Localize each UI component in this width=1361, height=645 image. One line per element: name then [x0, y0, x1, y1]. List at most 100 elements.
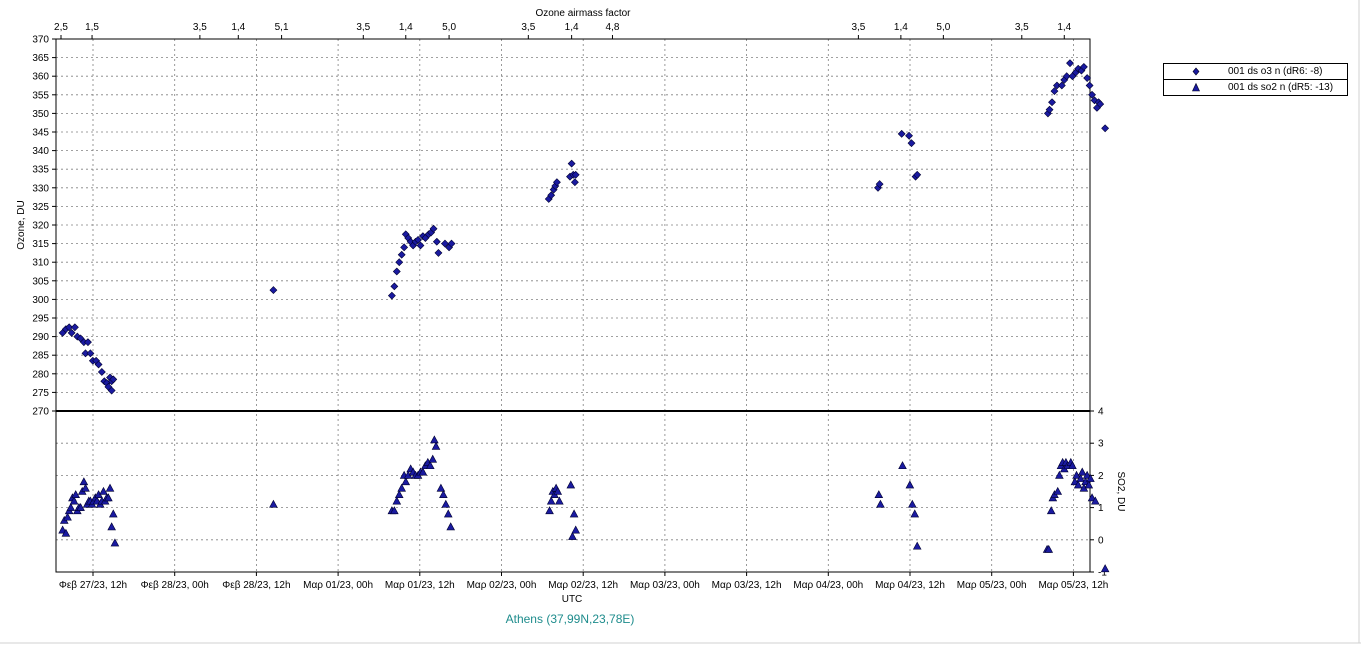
so2-data-point [1053, 486, 1063, 495]
so2-data-point [546, 496, 556, 505]
ozone-data-point [387, 291, 396, 300]
x-tick-label: Μαρ 03/23, 00h [630, 580, 700, 591]
ozone-y-tick-label: 325 [32, 202, 49, 213]
ozone-data-point [1062, 72, 1071, 81]
ozone-y-tick-label: 360 [32, 72, 49, 83]
ozone-data-point [395, 258, 404, 267]
so2-data-point [568, 531, 577, 540]
ozone-data-point [429, 224, 438, 233]
x-tick-label: Μαρ 03/23, 12h [712, 580, 782, 591]
so2-data-point [876, 499, 885, 508]
ozone-y-tick-label: 335 [32, 165, 49, 176]
so2-data-point [110, 538, 120, 547]
station-label: Athens (37,99N,23,78E) [505, 612, 635, 626]
so2-data-point [1086, 473, 1095, 482]
ozone-data-point [94, 360, 103, 369]
so2-data-point [1055, 470, 1064, 479]
ozone-data-point [1048, 98, 1056, 107]
ozone-data-point [1085, 81, 1094, 90]
ozone-y-tick-label: 365 [32, 53, 49, 64]
ozone-data-point [570, 178, 579, 187]
so2-data-point [545, 506, 554, 515]
so2-data-point [401, 477, 411, 486]
airmass-tick-label: 3,5 [356, 22, 370, 33]
ozone-data-point [269, 286, 278, 295]
so2-y-tick-label: 0 [1098, 535, 1104, 546]
ozone-y-tick-label: 270 [32, 407, 49, 418]
ozone-data-point [913, 170, 922, 179]
so2-data-point [61, 528, 71, 537]
ozone-data-point [84, 338, 92, 347]
ozone-data-point [434, 248, 443, 257]
triangle-marker-icon [1192, 82, 1200, 92]
ozone-y-tick-label: 305 [32, 276, 49, 287]
airmass-tick-label: 1,4 [399, 22, 413, 33]
ozone-axis-title: Ozone, DU [16, 200, 27, 249]
ozone-data-point [1045, 105, 1054, 114]
x-tick-label: Μαρ 02/23, 00h [467, 580, 537, 591]
x-tick-label: Μαρ 05/23, 12h [1038, 580, 1108, 591]
x-tick-label: Μαρ 05/23, 00h [957, 580, 1027, 591]
so2-data-point [81, 483, 90, 492]
so2-data-point [555, 496, 564, 505]
ozone-data-point [1096, 100, 1105, 109]
so2-data-point [394, 490, 404, 499]
so2-data-point [905, 480, 915, 489]
ozone-data-point [441, 239, 449, 248]
ozone-data-point [907, 139, 916, 148]
so2-y-tick-label: 2 [1098, 471, 1104, 482]
so2-data-point [76, 502, 85, 511]
airmass-tick-label: 1,4 [1057, 22, 1071, 33]
airmass-tick-label: 3,5 [1015, 22, 1029, 33]
so2-data-point [105, 483, 115, 492]
ozone-y-tick-label: 370 [32, 35, 49, 46]
plot-border [55, 38, 1091, 573]
x-tick-label: Φεβ 28/23, 12h [222, 580, 290, 591]
so2-data-point [441, 499, 451, 508]
so2-data-point [1044, 544, 1054, 553]
ozone-y-tick-label: 285 [32, 351, 49, 362]
so2-data-point [571, 525, 581, 534]
so2-y-tick-label: 3 [1098, 439, 1104, 450]
ozone-y-tick-label: 300 [32, 295, 49, 306]
x-tick-label: Μαρ 01/23, 00h [303, 580, 373, 591]
ozone-y-tick-label: 330 [32, 183, 49, 194]
ozone-y-tick-label: 310 [32, 258, 49, 269]
ozone-data-point [1050, 87, 1059, 96]
ozone-data-point [1101, 124, 1110, 133]
so2-data-point [1068, 461, 1077, 470]
ozone-data-point [905, 131, 913, 140]
so2-data-point [553, 486, 563, 495]
legend-entry-o3: 001 ds o3 n (dR6: -8) [1164, 64, 1347, 79]
ozone-y-tick-label: 320 [32, 221, 49, 232]
so2-axis-title: SO2, DU [1115, 471, 1126, 511]
ozone-y-tick-label: 355 [32, 90, 49, 101]
so2-data-point [439, 490, 448, 499]
so2-data-point [390, 506, 399, 515]
ozone-data-point [107, 386, 116, 395]
ozone-data-point [547, 191, 556, 200]
ozone-data-point [70, 323, 79, 332]
ozone-data-point [875, 180, 884, 189]
so2-data-point [431, 441, 441, 450]
ozone-data-point [416, 241, 425, 250]
so2-data-point [418, 467, 428, 476]
so2-data-point [99, 486, 108, 495]
airmass-tick-label: 4,8 [606, 22, 620, 33]
ozone-y-tick-label: 275 [32, 388, 49, 399]
x-tick-label: Μαρ 04/23, 00h [793, 580, 863, 591]
ozone-y-tick-label: 290 [32, 332, 49, 343]
so2-data-point [1077, 467, 1087, 476]
so2-data-point [430, 435, 439, 444]
so2-data-point [1091, 496, 1100, 505]
airmass-tick-label: 1,5 [85, 22, 99, 33]
ozone-data-point [65, 323, 74, 332]
airmass-tick-label: 5,0 [936, 22, 950, 33]
ozone-data-point [897, 129, 906, 138]
so2-y-tick-label: 1 [1098, 503, 1104, 514]
so2-data-point [908, 499, 917, 508]
ozone-data-point [1083, 74, 1092, 82]
ozone-data-point [567, 159, 576, 168]
legend-label-o3: 001 ds o3 n (dR6: -8) [1228, 66, 1323, 77]
